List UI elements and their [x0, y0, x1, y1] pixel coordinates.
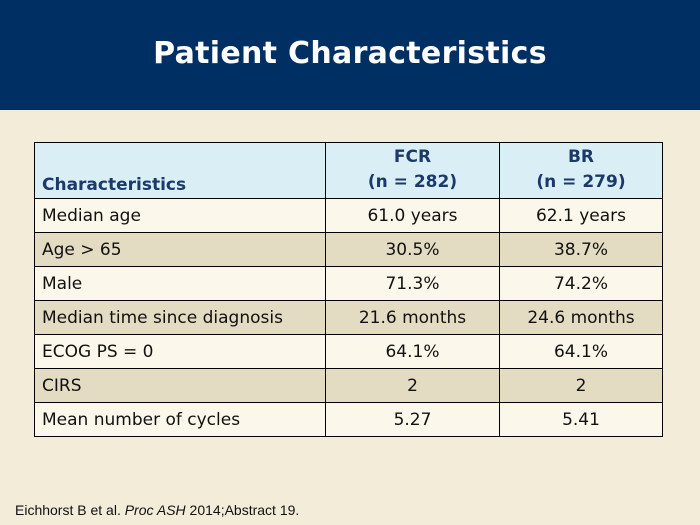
row-label: Median age [34, 198, 326, 233]
table-row: Mean number of cycles 5.27 5.41 [34, 402, 663, 437]
citation-journal: Proc ASH [124, 502, 186, 518]
table-row: Male 71.3% 74.2% [34, 266, 663, 301]
table-row: Age > 65 30.5% 38.7% [34, 232, 663, 267]
fcr-value: 30.5% [325, 232, 500, 267]
fcr-value: 21.6 months [325, 300, 500, 335]
fcr-value: 61.0 years [325, 198, 500, 233]
header-fcr-n: (n = 282) [367, 172, 458, 192]
header-br-n: (n = 279) [536, 172, 626, 192]
citation: Eichhorst B et al. Proc ASH 2014;Abstrac… [15, 502, 299, 518]
page-title: Patient Characteristics [153, 36, 547, 71]
fcr-value: 64.1% [325, 334, 500, 369]
row-label: Mean number of cycles [34, 402, 326, 437]
header-characteristics: Characteristics [34, 142, 326, 199]
header-br-label: BR [567, 147, 595, 167]
header-br: BR (n = 279) [499, 142, 663, 199]
header-fcr-label: FCR [393, 147, 432, 167]
table-row: Median time since diagnosis 21.6 months … [34, 300, 663, 335]
row-label: Age > 65 [34, 232, 326, 267]
fcr-value: 2 [325, 368, 500, 403]
fcr-value: 5.27 [325, 402, 500, 437]
br-value: 5.41 [499, 402, 663, 437]
title-banner: Patient Characteristics [0, 0, 700, 110]
citation-details: 2014;Abstract 19. [185, 502, 300, 518]
table-row: ECOG PS = 0 64.1% 64.1% [34, 334, 663, 369]
fcr-value: 71.3% [325, 266, 500, 301]
row-label: Median time since diagnosis [34, 300, 326, 335]
br-value: 64.1% [499, 334, 663, 369]
br-value: 24.6 months [499, 300, 663, 335]
row-label: Male [34, 266, 326, 301]
br-value: 2 [499, 368, 663, 403]
br-value: 62.1 years [499, 198, 663, 233]
table-header-row: Characteristics FCR (n = 282) BR (n = 27… [34, 142, 663, 199]
citation-authors: Eichhorst B et al. [15, 502, 125, 518]
table-row: CIRS 2 2 [34, 368, 663, 403]
br-value: 74.2% [499, 266, 663, 301]
row-label: CIRS [34, 368, 326, 403]
table-row: Median age 61.0 years 62.1 years [34, 198, 663, 233]
header-fcr: FCR (n = 282) [325, 142, 500, 199]
row-label: ECOG PS = 0 [34, 334, 326, 369]
characteristics-table: Characteristics FCR (n = 282) BR (n = 27… [34, 142, 663, 437]
br-value: 38.7% [499, 232, 663, 267]
